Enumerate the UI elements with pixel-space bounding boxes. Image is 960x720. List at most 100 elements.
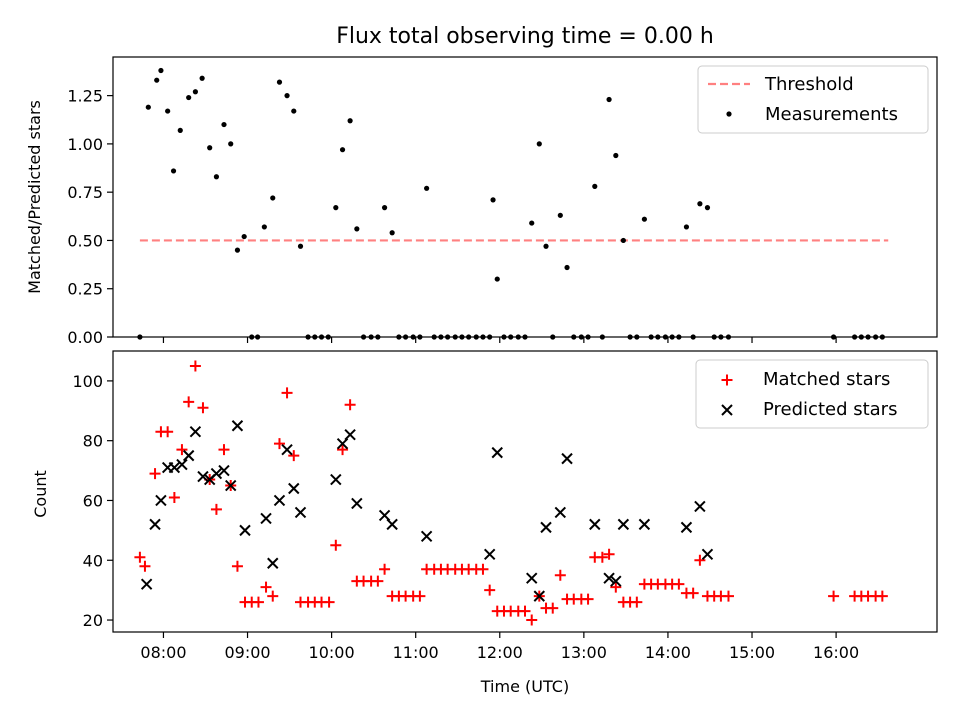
- bottom-x-axis-label: Time (UTC): [480, 677, 569, 696]
- matched-star-point: [673, 578, 685, 590]
- bottom-y-tick-label: 40: [83, 551, 103, 570]
- matched-star-point: [694, 554, 706, 566]
- measurement-point: [536, 141, 542, 147]
- matched-star-point: [176, 444, 188, 456]
- predicted-star-point: [701, 548, 714, 560]
- predicted-star-point: [330, 473, 342, 486]
- matched-star-point: [603, 548, 615, 560]
- matched-star-point: [288, 450, 300, 462]
- predicted-star-point: [351, 497, 363, 510]
- predicted-star-point: [140, 578, 153, 590]
- measurement-point: [297, 243, 304, 249]
- matched-star-point: [281, 387, 293, 399]
- measurement-point: [241, 233, 247, 240]
- legend-measurements-label: Measurements: [765, 104, 898, 125]
- matched-star-point: [484, 584, 496, 596]
- legend-measurements-swatch: [726, 111, 732, 117]
- matched-star-point: [631, 596, 643, 608]
- predicted-star-point: [386, 518, 398, 531]
- predicted-star-point: [149, 518, 161, 531]
- predicted-star-point: [182, 449, 195, 462]
- matched-star-point: [210, 503, 222, 515]
- predicted-star-point: [420, 530, 433, 543]
- measurement-point: [192, 89, 198, 95]
- matched-star-point: [414, 590, 426, 602]
- matched-star-point: [139, 560, 151, 572]
- predicted-star-point: [638, 518, 651, 531]
- measurement-point: [165, 108, 171, 114]
- measurement-point: [158, 67, 164, 74]
- bottom-x-tick-label: 11:00: [393, 643, 439, 662]
- matched-star-point: [189, 360, 201, 372]
- bottom-x-tick-label: 12:00: [477, 643, 523, 662]
- matched-star-point: [218, 444, 230, 456]
- measurement-point: [234, 247, 241, 253]
- predicted-star-point: [483, 548, 496, 560]
- predicted-star-point: [294, 506, 307, 519]
- bottom-y-ticks: 20 40 60 80 100: [72, 372, 113, 630]
- measurement-point: [347, 118, 353, 124]
- bottom-y-axis-label: Count: [31, 470, 50, 518]
- predicted-stars-points: [140, 420, 714, 602]
- matched-star-point: [162, 426, 174, 438]
- matched-star-point: [168, 491, 180, 503]
- measurement-point: [170, 168, 177, 174]
- measurement-point: [564, 264, 570, 271]
- top-legend: Threshold Measurements: [697, 65, 929, 134]
- bottom-y-tick-label: 80: [83, 432, 103, 451]
- bottom-x-tick-label: 14:00: [645, 643, 691, 662]
- matched-stars-points: [134, 360, 888, 626]
- measurement-point: [145, 104, 151, 110]
- bottom-legend: Matched stars Predicted stars: [695, 359, 929, 429]
- bottom-legend-box: [695, 359, 929, 429]
- measurement-point: [494, 276, 500, 282]
- predicted-star-point: [540, 521, 552, 534]
- top-y-ticks: 0.00 0.25 0.50 0.75 1.00 1.25: [67, 87, 113, 347]
- matched-star-point: [252, 596, 264, 608]
- legend-matched-marker: [721, 374, 733, 386]
- legend-predicted-marker: [721, 404, 733, 416]
- predicted-star-point: [260, 512, 272, 525]
- measurement-point: [333, 205, 339, 211]
- predicted-star-point: [680, 521, 693, 534]
- matched-star-point: [337, 444, 349, 456]
- top-plot-frame: [112, 56, 938, 338]
- predicted-star-point: [231, 420, 244, 432]
- measurement-point: [207, 145, 213, 151]
- measurement-point: [529, 220, 535, 226]
- top-y-tick-label: 1.25: [67, 87, 103, 106]
- matched-star-point: [687, 587, 699, 599]
- legend-predicted-swatch: [721, 404, 733, 416]
- bottom-y-tick-label: 20: [83, 611, 103, 630]
- measurement-point: [228, 141, 234, 147]
- measurement-point: [606, 96, 612, 103]
- matched-star-point: [344, 399, 356, 411]
- legend-matched-swatch: [721, 374, 733, 386]
- matched-star-point: [183, 396, 195, 408]
- predicted-star-point: [168, 461, 181, 474]
- predicted-star-point: [267, 557, 279, 569]
- matched-star-point: [260, 581, 272, 593]
- predicted-star-point: [589, 518, 601, 531]
- matched-star-point: [330, 539, 342, 551]
- matched-star-point: [273, 438, 285, 450]
- predicted-star-point: [694, 500, 706, 513]
- bottom-x-tick-label: 09:00: [224, 643, 270, 662]
- measurement-point: [291, 108, 297, 114]
- legend-predicted-label: Predicted stars: [763, 399, 897, 420]
- measurement-point: [381, 205, 388, 211]
- matched-star-point: [197, 402, 209, 414]
- predicted-star-point: [189, 426, 202, 438]
- measurement-point: [284, 93, 290, 99]
- measurement-point: [613, 152, 619, 159]
- predicted-star-point: [554, 506, 567, 519]
- measurement-point: [354, 226, 360, 232]
- measurement-point: [177, 127, 183, 133]
- bottom-y-tick-label: 60: [83, 491, 103, 510]
- measurement-point: [339, 147, 346, 153]
- top-y-tick-label: 0.75: [67, 183, 103, 202]
- bottom-x-ticks: 08:00 09:00 10:00 11:00 12:00 13:00 14:00 15:00…: [140, 632, 859, 662]
- bottom-x-tick-label: 15:00: [729, 643, 775, 662]
- matched-star-point: [596, 551, 608, 563]
